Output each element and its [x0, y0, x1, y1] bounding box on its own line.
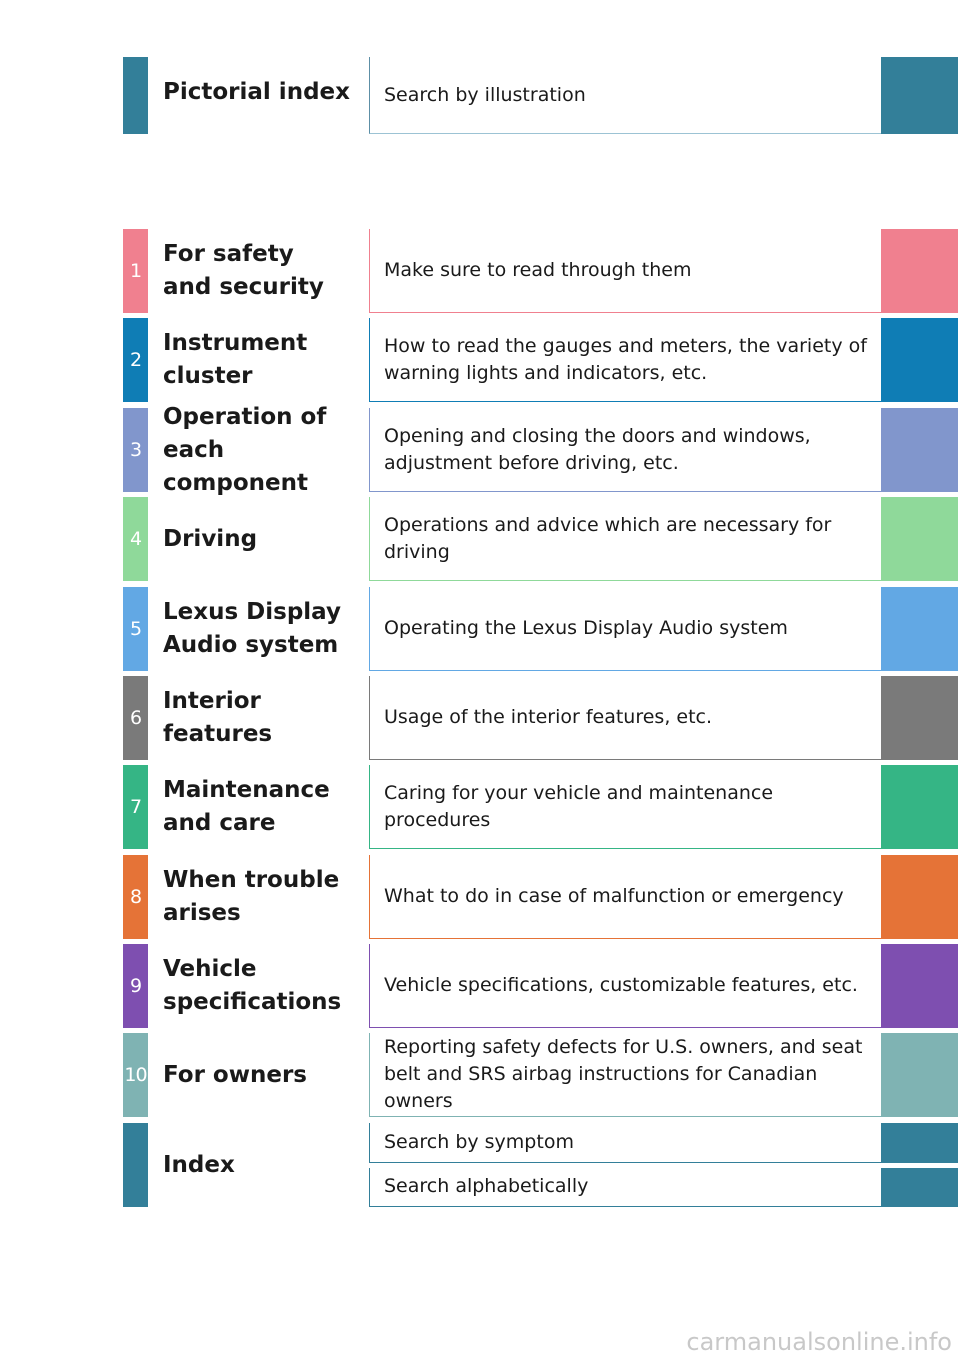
section-description: Make sure to read through them: [369, 229, 881, 313]
section-title: Driving: [163, 525, 258, 552]
section-description: Search alphabetically: [369, 1167, 881, 1207]
tab: [881, 497, 958, 581]
tab: [881, 676, 958, 760]
watermark: carmanualsonline.info: [686, 1328, 952, 1356]
tab: [881, 944, 958, 1028]
section-number: 4: [123, 497, 148, 581]
tab: [881, 408, 958, 492]
tab: [881, 587, 958, 671]
section-title: Vehicle specifications: [163, 956, 342, 1015]
section-number: 3: [123, 408, 148, 492]
tab: [123, 57, 148, 134]
tab: [881, 229, 958, 313]
section-title: Pictorial index: [163, 78, 350, 105]
tab: [881, 765, 958, 849]
tab: [881, 1033, 958, 1117]
section-description: Operating the Lexus Display Audio system: [369, 587, 881, 671]
section-number: 2: [123, 318, 148, 402]
section-title: Interior features: [163, 688, 273, 747]
section-number: 6: [123, 676, 148, 760]
section-description: Search by symptom: [369, 1123, 881, 1163]
tab: [881, 855, 958, 939]
section-description: Usage of the interior features, etc.: [369, 676, 881, 760]
section-number: 5: [123, 587, 148, 671]
section-description: Search by illustration: [369, 57, 881, 134]
section-description: Reporting safety defects for U.S. owners…: [369, 1033, 881, 1117]
section-title: For safety and security: [163, 241, 324, 300]
section-title: When trouble arises: [163, 867, 340, 926]
section-description: How to read the gauges and meters, the v…: [369, 318, 881, 402]
section-description: Operations and advice which are necessar…: [369, 497, 881, 581]
section-title: Instrument cluster: [163, 330, 308, 389]
section-description: What to do in case of malfunction or eme…: [369, 855, 881, 939]
section-description: Opening and closing the doors and window…: [369, 408, 881, 492]
section-title: For owners: [163, 1061, 307, 1088]
section-title: Index: [163, 1151, 235, 1178]
tab: [881, 1167, 958, 1207]
section-title: Maintenance and care: [163, 777, 330, 836]
tab: [881, 57, 958, 134]
tab: [881, 1123, 958, 1163]
section-description: Caring for your vehicle and maintenance …: [369, 765, 881, 849]
section-number: 7: [123, 765, 148, 849]
section-number: 8: [123, 855, 148, 939]
section-title: Lexus Display Audio system: [163, 599, 341, 658]
section-number: 1: [123, 229, 148, 313]
section-number: 9: [123, 944, 148, 1028]
tab: [881, 318, 958, 402]
section-description: Vehicle specifications, customizable fea…: [369, 944, 881, 1028]
section-number: [123, 1123, 148, 1207]
section-number: 10: [123, 1033, 148, 1117]
section-title: Operation of each component: [163, 403, 327, 496]
